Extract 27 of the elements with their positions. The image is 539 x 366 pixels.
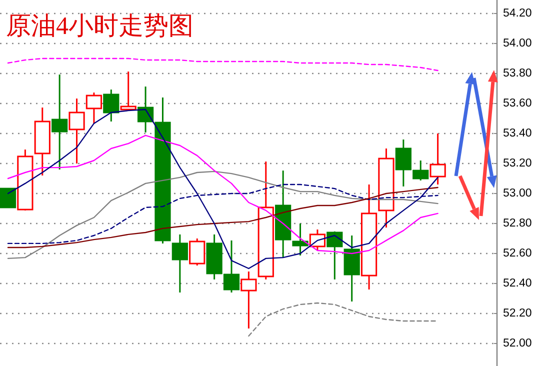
y-tick-label: 52.80 [503, 218, 532, 230]
candlestick [52, 74, 68, 170]
y-tick-label: 54.00 [503, 38, 532, 50]
y-tick-label: 53.40 [503, 128, 532, 140]
candlestick [240, 270, 257, 330]
candlestick [172, 234, 188, 294]
candlestick [189, 238, 206, 266]
text: 原油4小时走势图 [6, 13, 194, 40]
candlestick [292, 222, 308, 256]
y-tick-label: 53.00 [503, 188, 532, 200]
candlestick [68, 98, 85, 164]
line-series [7, 134, 438, 254]
y-tick-label: 53.60 [503, 98, 532, 110]
y-tick-label: 53.80 [503, 68, 532, 80]
y-tick-label: 52.40 [503, 278, 532, 290]
candlestick [86, 92, 102, 124]
y-tick-label: 53.20 [503, 158, 532, 170]
y-tick-label: 52.60 [503, 248, 532, 260]
y-tick-label: 54.20 [503, 8, 532, 20]
candlestick [223, 240, 240, 294]
y-tick-label: 52.20 [503, 308, 532, 320]
y-tick-label: 52.00 [503, 338, 532, 350]
candlestick [0, 188, 16, 208]
candlestick [430, 132, 446, 186]
line-series [7, 58, 438, 72]
candlestick [103, 88, 120, 122]
candlestick [120, 70, 136, 110]
